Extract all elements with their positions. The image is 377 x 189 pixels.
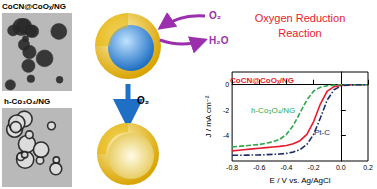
svg-text:J / mA cm⁻²: J / mA cm⁻²: [204, 95, 213, 137]
svg-text:-4: -4: [223, 132, 229, 139]
svg-text:-0.4: -0.4: [280, 164, 292, 171]
svg-text:-0.8: -0.8: [226, 164, 238, 171]
svg-text:O₂: O₂: [137, 95, 149, 106]
svg-text:-0.2: -0.2: [308, 164, 320, 171]
svg-text:0: 0: [225, 81, 229, 88]
svg-text:0.0: 0.0: [336, 164, 346, 171]
svg-text:h-Co₃O₄/NG: h-Co₃O₄/NG: [4, 97, 50, 106]
svg-text:Oxygen Reduction: Oxygen Reduction: [255, 12, 346, 24]
svg-text:CoCN@CoOₓ/NG: CoCN@CoOₓ/NG: [2, 2, 66, 11]
svg-text:H₂O: H₂O: [209, 35, 229, 46]
svg-text:h-Co₃O₄/NG: h-Co₃O₄/NG: [251, 106, 295, 115]
svg-text:0.2: 0.2: [363, 164, 373, 171]
svg-text:O₂: O₂: [209, 10, 221, 21]
svg-text:-0.6: -0.6: [253, 164, 265, 171]
svg-text:E / V vs. Ag/AgCl: E / V vs. Ag/AgCl: [270, 176, 331, 185]
svg-text:Reaction: Reaction: [278, 27, 321, 39]
svg-text:CoCN@CoOₓ/NG: CoCN@CoOₓ/NG: [230, 76, 294, 85]
svg-text:-2: -2: [223, 107, 229, 114]
svg-text:Pt-C: Pt-C: [314, 127, 330, 137]
